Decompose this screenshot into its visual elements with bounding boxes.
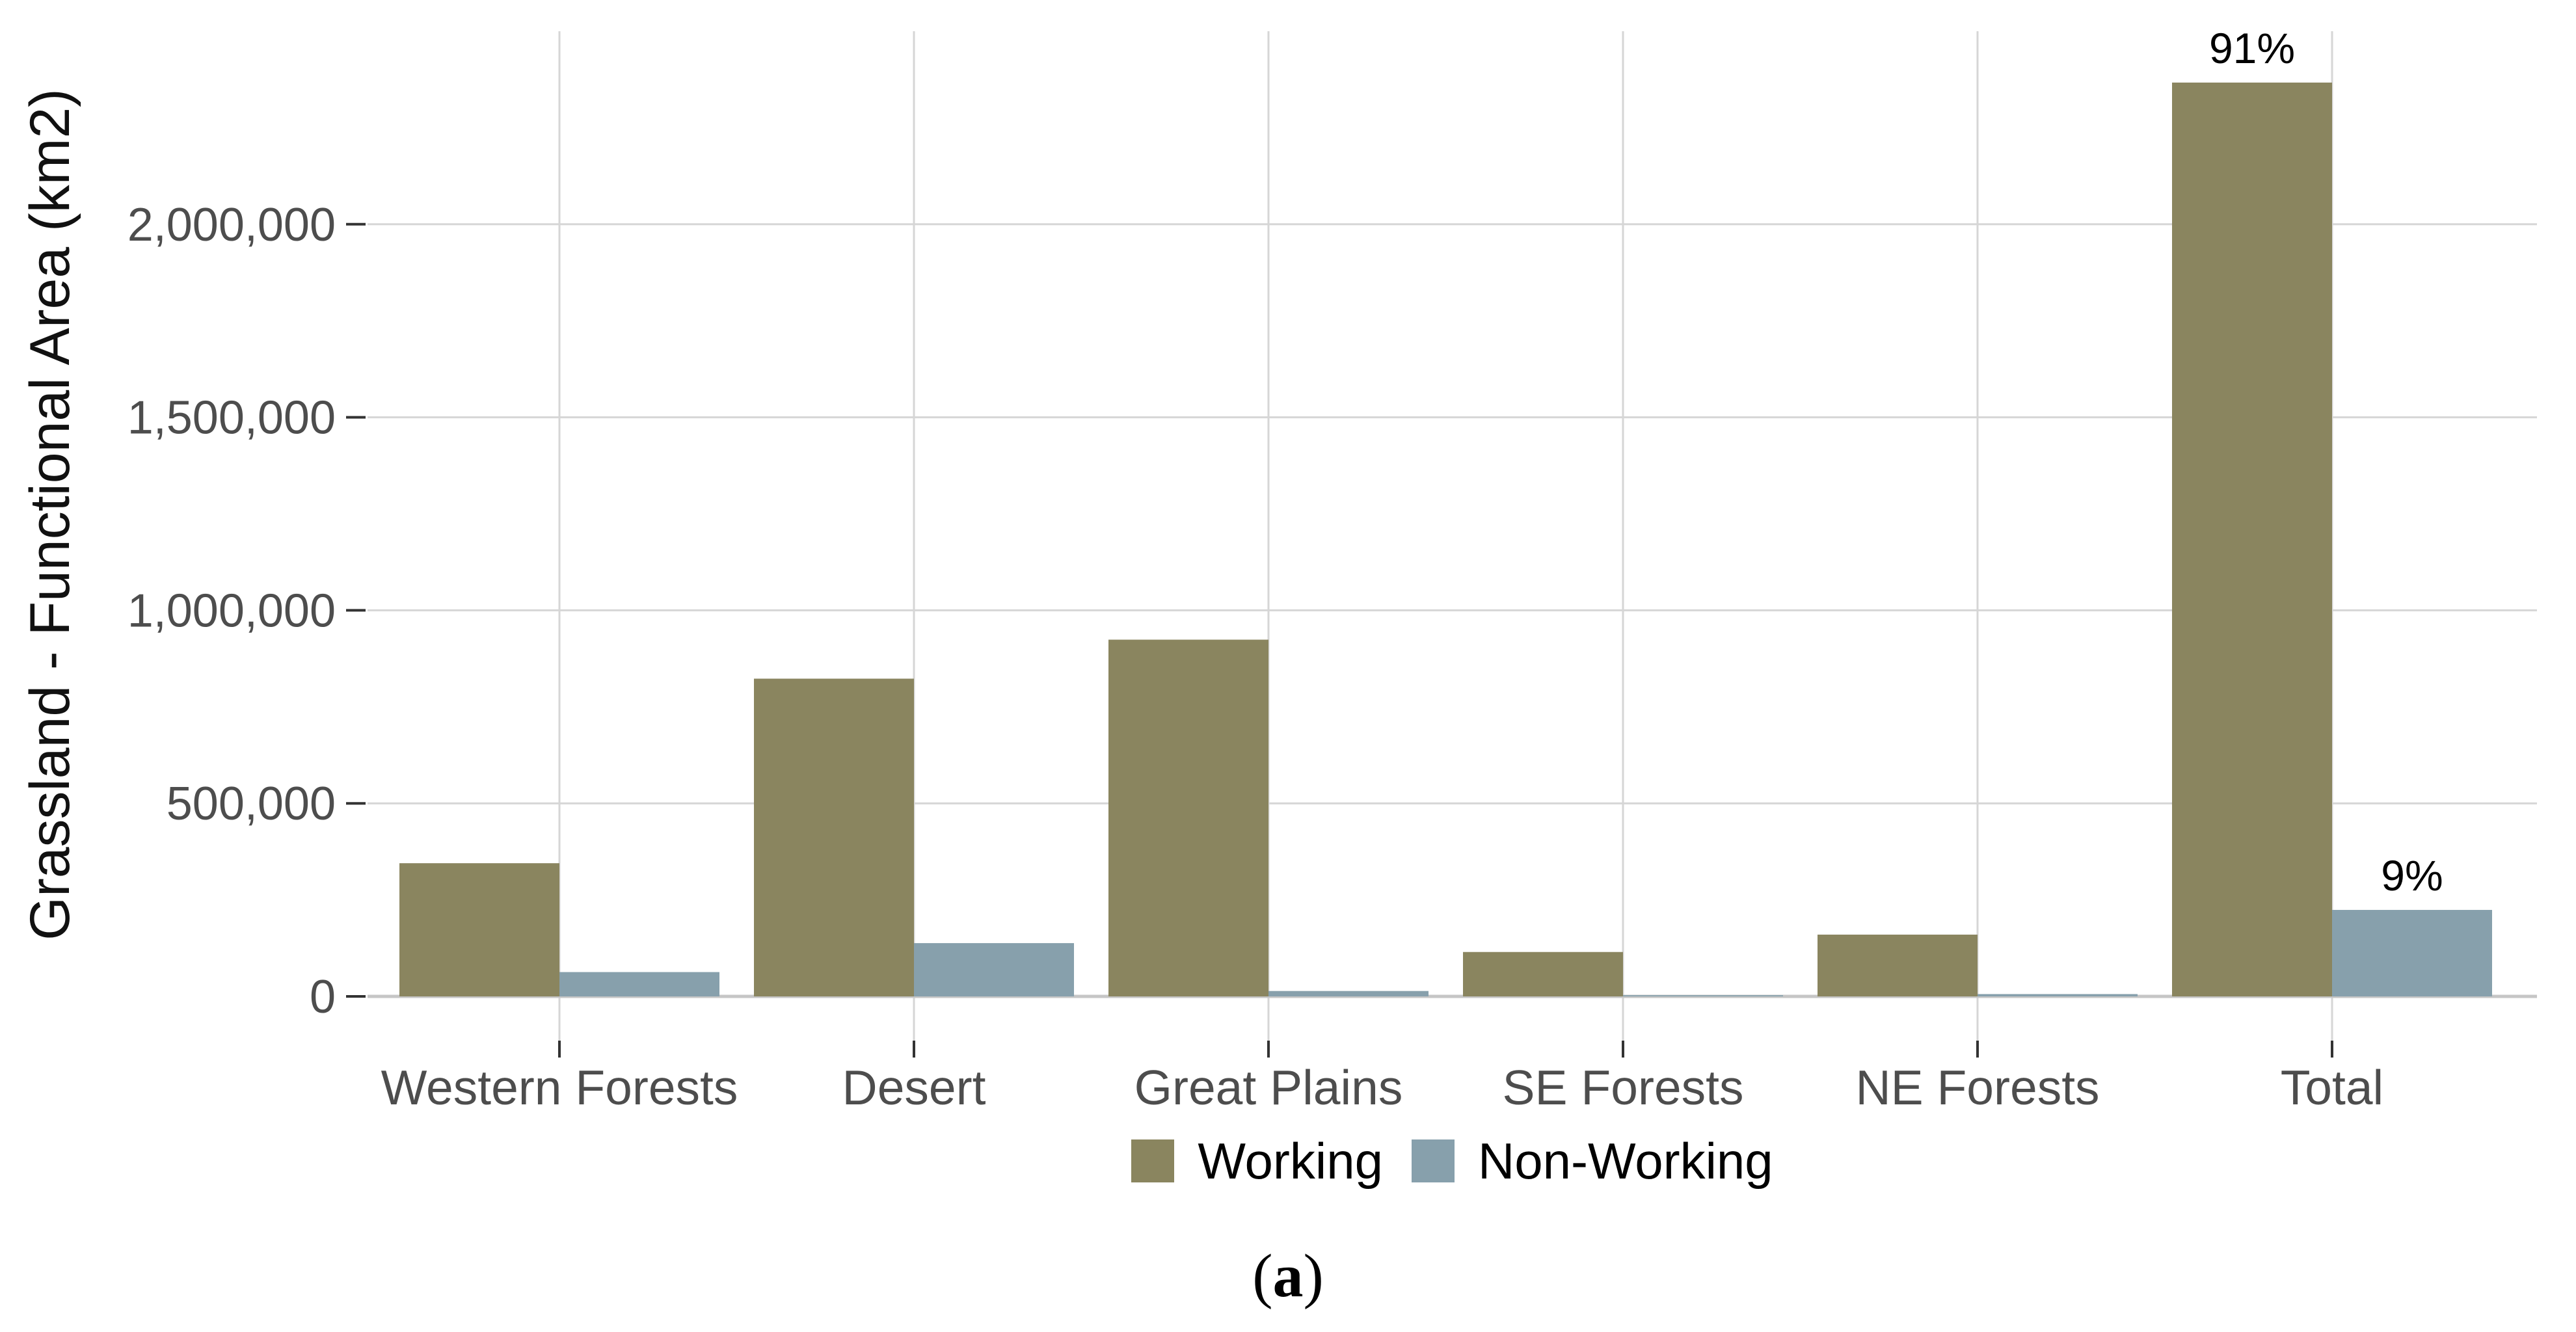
figure-caption: (a) (0, 1241, 2576, 1311)
bar-working (2172, 82, 2332, 996)
bar-non-working (2332, 910, 2492, 996)
bar-working (1463, 952, 1623, 996)
x-category-label: Total (2281, 1060, 2383, 1115)
legend: Working Non-Working (368, 1132, 2537, 1190)
legend-label-working: Working (1198, 1132, 1383, 1190)
legend-swatch-non-working-icon (1411, 1139, 1455, 1182)
legend-item-working: Working (1131, 1132, 1383, 1190)
bar-value-label: 9% (2381, 851, 2443, 899)
legend-label-non-working: Non-Working (1477, 1132, 1773, 1190)
bar-non-working (1978, 994, 2138, 996)
bar-non-working (559, 972, 719, 996)
bar-working (1108, 639, 1268, 996)
y-tick-label: 500,000 (167, 778, 336, 830)
bar-working (754, 678, 914, 996)
bar-non-working (1268, 991, 1429, 996)
y-tick-label: 1,000,000 (127, 585, 336, 637)
y-tick-label: 0 (310, 971, 336, 1023)
x-category-label: Great Plains (1134, 1060, 1403, 1115)
bar-working (1818, 935, 1978, 996)
x-category-label: Desert (842, 1060, 986, 1115)
bar-value-label: 91% (2209, 24, 2295, 72)
legend-item-non-working: Non-Working (1411, 1132, 1773, 1190)
y-tick-label: 1,500,000 (127, 392, 336, 444)
caption-letter: a (1272, 1242, 1304, 1310)
x-category-label: SE Forests (1503, 1060, 1744, 1115)
caption-suffix: ) (1303, 1242, 1324, 1310)
x-category-label: Western Forests (381, 1060, 738, 1115)
y-tick-label: 2,000,000 (127, 199, 336, 251)
legend-swatch-working-icon (1131, 1139, 1175, 1182)
bar-working (399, 863, 559, 996)
bar-non-working (1623, 995, 1783, 996)
bar-non-working (914, 943, 1074, 996)
x-category-label: NE Forests (1855, 1060, 2099, 1115)
caption-prefix: ( (1252, 1242, 1273, 1310)
